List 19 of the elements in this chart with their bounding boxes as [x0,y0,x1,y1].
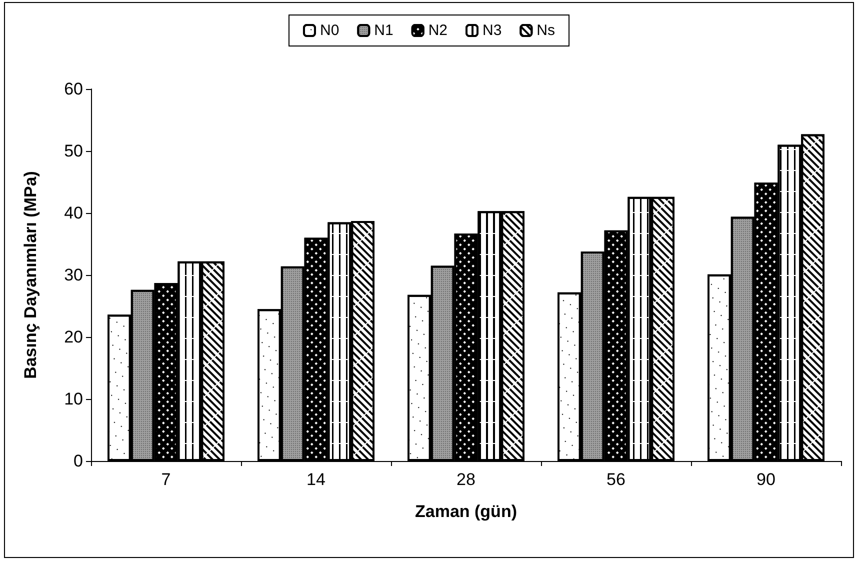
legend-label: N1 [374,22,394,39]
y-tick-label: 60 [64,80,83,98]
x-axis-title: Zaman (gün) [415,502,517,521]
y-tick-label: 0 [74,452,83,470]
legend-label: N0 [320,22,340,39]
y-tick-label: 10 [64,390,83,408]
y-tick-label: 50 [64,142,83,160]
x-tick-label: 56 [606,470,626,489]
y-tick-label: 30 [64,266,83,284]
legend-label: N2 [428,22,448,39]
legend-label: Ns [536,22,556,39]
legend-label: N3 [482,22,502,39]
y-axis-title: Basınç Dayanımları (MPa) [21,171,40,379]
x-tick-label: 90 [756,470,776,489]
x-tick-label: 28 [456,470,476,489]
x-tick-label: 14 [306,470,326,489]
x-tick-label: 7 [161,470,171,489]
y-tick-label: 20 [64,328,83,346]
y-tick-label: 40 [64,204,83,222]
